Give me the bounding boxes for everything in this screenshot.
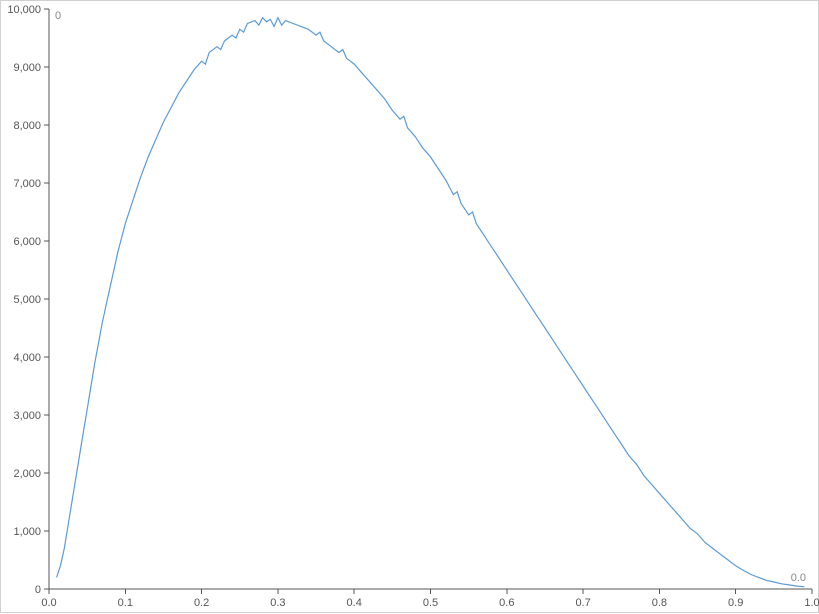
corner-label-top-left: 0: [55, 10, 61, 22]
x-tick-label: 0.2: [194, 597, 209, 609]
x-tick-label: 0.7: [575, 597, 590, 609]
data-series: [57, 18, 805, 587]
x-tick-label: 0.1: [118, 597, 133, 609]
x-tick-label: 0.4: [347, 597, 362, 609]
y-tick-label: 7,000: [13, 178, 41, 190]
x-tick-label: 0.6: [499, 597, 514, 609]
x-tick-label: 0.9: [728, 597, 743, 609]
y-tick-label: 3,000: [13, 410, 41, 422]
y-tick-label: 5,000: [13, 294, 41, 306]
y-tick-label: 6,000: [13, 236, 41, 248]
y-tick-label: 9,000: [13, 62, 41, 74]
y-tick-label: 0: [35, 584, 41, 596]
chart-container: 0 1,000 2,000 3,000 4,000 5,000 6,000 7,000 8,00…: [0, 0, 819, 613]
y-tick-label: 8,000: [13, 120, 41, 132]
y-tick-label: 4,000: [13, 352, 41, 364]
x-tick-label: 0.8: [652, 597, 667, 609]
x-tick-label: 0.0: [41, 597, 56, 609]
x-tick-label: 0.3: [270, 597, 285, 609]
x-tick-label: 0.5: [423, 597, 438, 609]
y-tick-label: 1,000: [13, 526, 41, 538]
y-tick-label: 2,000: [13, 468, 41, 480]
line-chart: 0 1,000 2,000 3,000 4,000 5,000 6,000 7,000 8,00…: [1, 1, 819, 614]
y-tick-label: 10,000: [7, 4, 41, 16]
corner-label-bottom-right: 0.0: [791, 572, 806, 584]
x-tick-label: 1.0: [804, 597, 819, 609]
